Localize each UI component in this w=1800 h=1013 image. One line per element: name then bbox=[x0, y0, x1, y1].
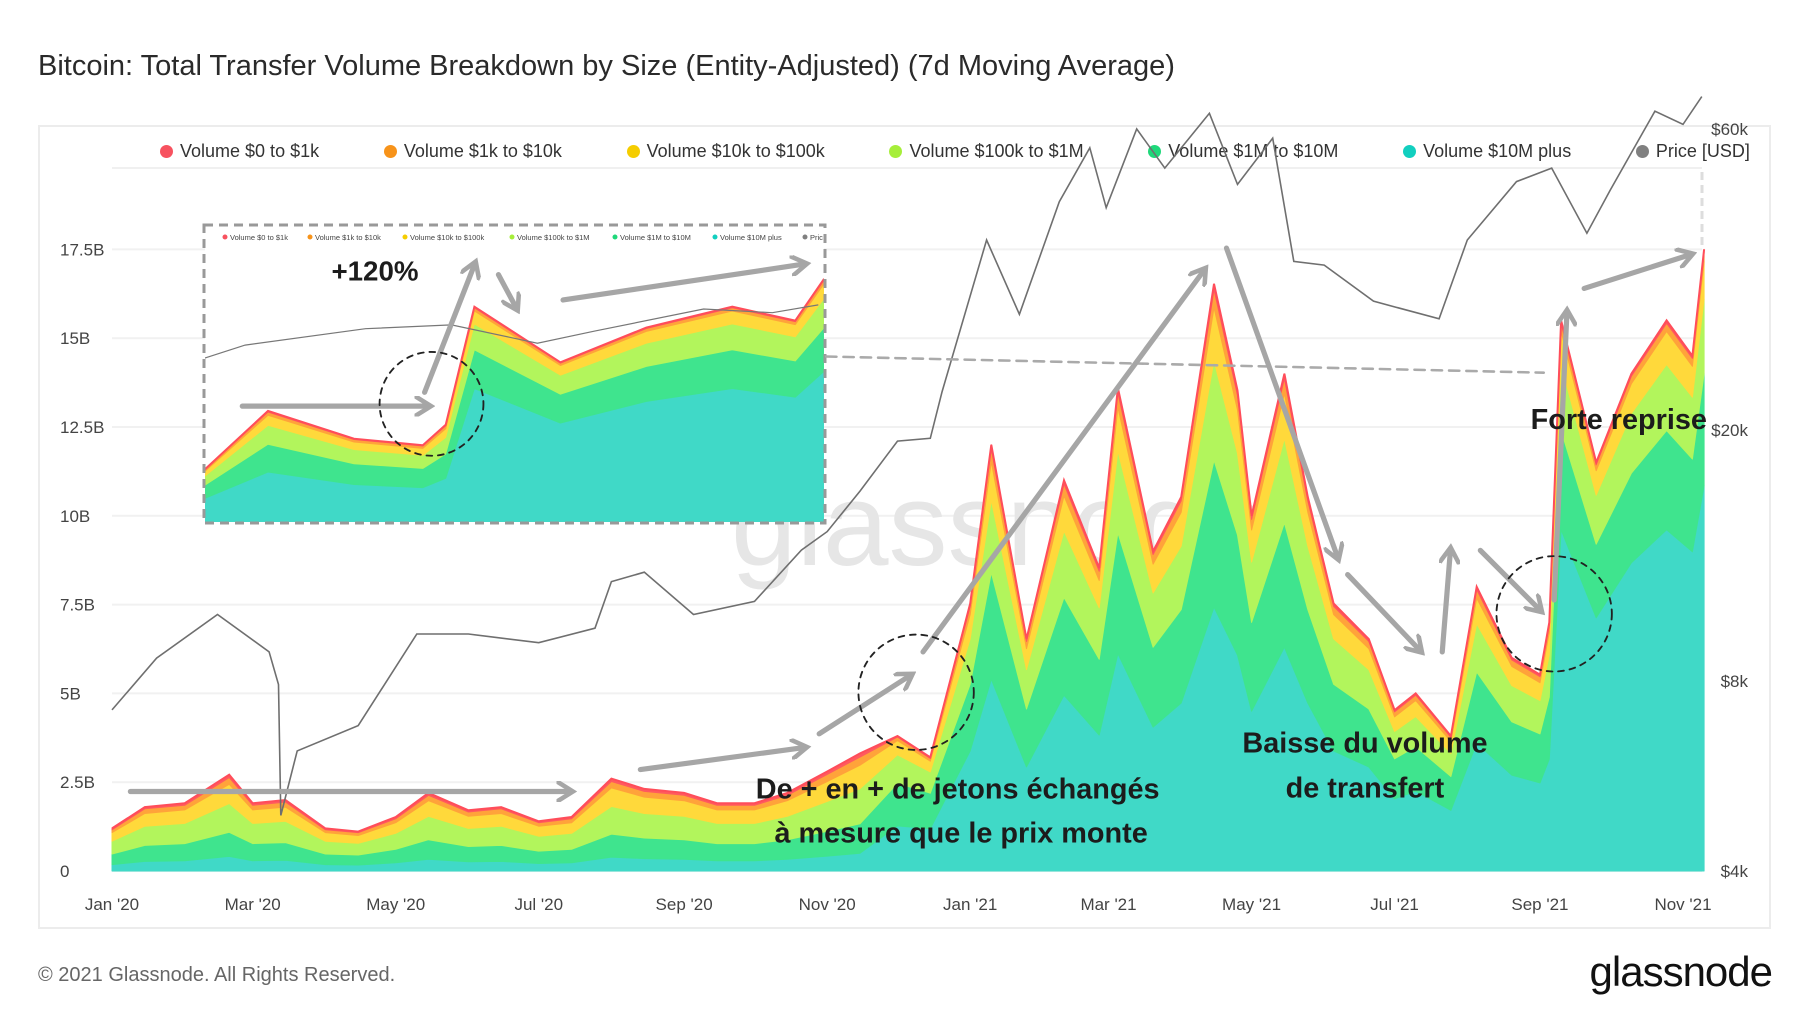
reference-dashed-line bbox=[824, 355, 1546, 374]
x-tick-label: Jul '20 bbox=[514, 895, 563, 914]
y-tick-label: 5B bbox=[60, 684, 81, 703]
inset-legend-label: Volume $1M to $10M bbox=[620, 233, 691, 242]
x-tick-label: Mar '20 bbox=[225, 895, 281, 914]
annotation-inset-pct: +120% bbox=[331, 255, 418, 286]
x-tick-label: Mar '21 bbox=[1080, 895, 1136, 914]
legend-dot-icon bbox=[889, 145, 903, 158]
legend-dot-icon bbox=[1403, 145, 1417, 158]
inset-legend-label: Pric bbox=[810, 233, 823, 242]
arrow-drop-1 bbox=[1223, 245, 1337, 556]
y-tick-label: 12.5B bbox=[60, 418, 104, 437]
inset-legend-dot-icon bbox=[802, 234, 808, 240]
inset-legend-dot-icon bbox=[712, 234, 718, 240]
inset-legend-label: Volume $100k to $1M bbox=[517, 233, 590, 242]
legend-dot-icon bbox=[626, 145, 640, 158]
legend-label: Volume $100k to $1M bbox=[909, 141, 1084, 161]
annotation-drop-line1: Baisse du volume bbox=[1242, 727, 1487, 759]
x-tick-label: Jan '20 bbox=[85, 895, 139, 914]
legend-label: Volume $10M plus bbox=[1423, 141, 1572, 161]
y-axis-left: 0 2.5B 5B 7.5B 10B 12.5B 15B 17.5B bbox=[60, 240, 104, 881]
inset-border bbox=[202, 223, 827, 525]
y-tick-label: 2.5B bbox=[60, 773, 95, 792]
price-tick-label: $60k bbox=[1711, 120, 1748, 139]
highlight-circle bbox=[857, 633, 975, 751]
legend-dot-icon bbox=[383, 145, 397, 158]
arrow-drop-2 bbox=[1345, 571, 1420, 650]
chart-frame bbox=[38, 125, 1771, 929]
legend-item-100k-1m[interactable]: Volume $100k to $1M bbox=[889, 141, 1084, 162]
legend-label: Volume $10k to $100k bbox=[646, 141, 825, 161]
legend-label: Volume $1k to $10k bbox=[403, 141, 562, 161]
price-tick-label: $4k bbox=[1721, 862, 1749, 881]
inset-legend-label: Volume $10k to $100k bbox=[410, 233, 484, 242]
y-tick-label: 10B bbox=[60, 507, 90, 526]
legend-item-price[interactable]: Price [USD] bbox=[1635, 141, 1750, 162]
inset-legend-label: Volume $0 to $1k bbox=[230, 233, 288, 242]
inset-legend: Volume $0 to $1k Volume $1k to $10k Volume… bbox=[222, 233, 823, 242]
legend-label: Price [USD] bbox=[1655, 141, 1750, 161]
inset-legend-label: Volume $1k to $10k bbox=[315, 233, 381, 242]
arrow-recovery-up bbox=[1551, 314, 1567, 603]
x-tick-label: Sep '21 bbox=[1511, 895, 1568, 914]
inset-legend-dot-icon bbox=[307, 234, 313, 240]
inset-arrow-up bbox=[422, 265, 475, 395]
legend: Volume $0 to $1k Volume $1k to $10k Volu… bbox=[160, 141, 1750, 162]
legend-dot-icon bbox=[1635, 145, 1649, 158]
x-tick-label: Nov '21 bbox=[1654, 895, 1711, 914]
copyright: © 2021 Glassnode. All Rights Reserved. bbox=[38, 964, 396, 986]
annotations: +120% De + en + de jetons échangés à mes… bbox=[127, 245, 1707, 849]
inset-legend-dot-icon bbox=[402, 234, 408, 240]
y-tick-label: 0 bbox=[60, 862, 69, 881]
arrow-rise-3 bbox=[920, 271, 1203, 655]
highlight-circle bbox=[1495, 555, 1613, 673]
legend-item-1k-10k[interactable]: Volume $1k to $10k bbox=[383, 141, 562, 162]
arrow-rise-1 bbox=[637, 748, 803, 773]
legend-item-0-1k[interactable]: Volume $0 to $1k bbox=[160, 141, 319, 162]
legend-label: Volume $1M to $10M bbox=[1168, 141, 1339, 161]
x-tick-label: May '20 bbox=[366, 895, 425, 914]
annotation-recovery: Forte reprise bbox=[1531, 404, 1707, 436]
x-tick-label: May '21 bbox=[1222, 895, 1281, 914]
inset-price-line bbox=[205, 304, 819, 359]
arrow-rise-2 bbox=[816, 676, 909, 737]
price-line-group bbox=[111, 96, 1703, 816]
price-line bbox=[111, 96, 1703, 816]
x-tick-label: Sep '20 bbox=[656, 895, 713, 914]
chart-title: Bitcoin: Total Transfer Volume Breakdown… bbox=[38, 50, 1175, 82]
glassnode-logo: glassnode bbox=[1589, 948, 1773, 995]
y-tick-label: 7.5B bbox=[60, 596, 95, 615]
inset-legend-dot-icon bbox=[612, 234, 618, 240]
price-tick-label: $20k bbox=[1711, 421, 1748, 440]
inset-arrow-trend bbox=[560, 264, 803, 303]
y-axis-right: $4k $8k $20k $60k bbox=[1711, 120, 1748, 881]
annotation-drop-line2: de transfert bbox=[1286, 772, 1445, 804]
inset-legend-dot-icon bbox=[222, 234, 228, 240]
arrow-drop-3 bbox=[1477, 547, 1539, 609]
stacked-areas bbox=[111, 248, 1706, 872]
annotation-rise-line2: à mesure que le prix monte bbox=[774, 817, 1147, 849]
inset-legend-label: Volume $10M plus bbox=[720, 233, 782, 242]
price-tick-label: $8k bbox=[1721, 672, 1749, 691]
legend-item-10m-plus[interactable]: Volume $10M plus bbox=[1403, 141, 1571, 162]
inset-highlight-circle bbox=[378, 350, 485, 457]
inset-chart: Volume $0 to $1k Volume $1k to $10k Volume… bbox=[202, 223, 827, 525]
inset-arrow-down bbox=[495, 272, 515, 307]
x-tick-label: Nov '20 bbox=[799, 895, 856, 914]
arrow-recovery bbox=[1581, 255, 1689, 292]
legend-dot-icon bbox=[160, 145, 173, 158]
x-tick-label: Jul '21 bbox=[1370, 895, 1419, 914]
legend-item-10k-100k[interactable]: Volume $10k to $100k bbox=[626, 141, 825, 162]
annotation-rise-line1: De + en + de jetons échangés bbox=[756, 773, 1160, 805]
legend-label: Volume $0 to $1k bbox=[180, 141, 320, 161]
x-axis: Jan '20 Mar '20 May '20 Jul '20 Sep '20 Nov '… bbox=[85, 895, 1712, 914]
inset-areas bbox=[205, 278, 824, 522]
x-tick-label: Jan '21 bbox=[943, 895, 997, 914]
y-tick-label: 17.5B bbox=[60, 240, 104, 259]
y-tick-label: 15B bbox=[60, 329, 90, 348]
inset-legend-dot-icon bbox=[509, 234, 515, 240]
volume-total-edge bbox=[111, 249, 1706, 833]
arrow-bounce bbox=[1442, 552, 1450, 655]
